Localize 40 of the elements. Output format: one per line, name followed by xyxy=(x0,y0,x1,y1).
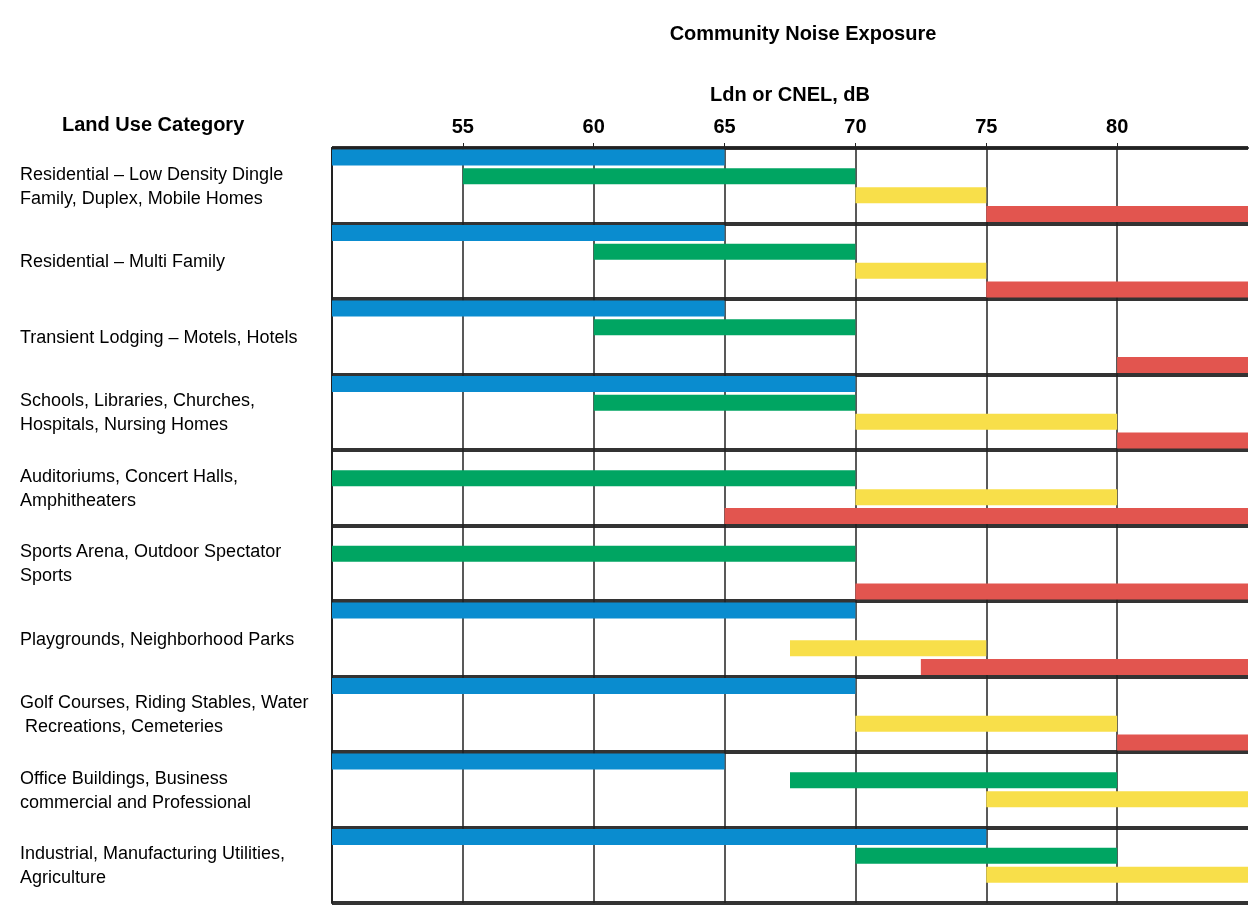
y-tick-label: Residential – Low Density Dingle Family, Duplex, Mobile Homes xyxy=(20,163,289,208)
bar xyxy=(1117,734,1248,751)
bar xyxy=(332,545,856,562)
y-axis-title: Land Use Category xyxy=(62,113,246,135)
bar xyxy=(986,281,1248,298)
x-tick-label: 55 xyxy=(451,115,474,137)
x-axis-title: Ldn or CNEL, dB xyxy=(710,83,870,105)
bar xyxy=(790,640,987,657)
bar xyxy=(855,413,1118,430)
y-tick-label: Schools, Libraries, Churches, Hospitals, Nursing Homes xyxy=(20,390,261,435)
bar xyxy=(790,772,1118,789)
x-tick-label: 80 xyxy=(1106,115,1129,137)
bar xyxy=(855,187,987,204)
bar xyxy=(462,168,856,185)
y-tick-label: Transient Lodging – Motels, Hotels xyxy=(20,326,298,347)
x-tick-label: 65 xyxy=(713,115,736,137)
x-tick-label: 70 xyxy=(844,115,867,137)
bar xyxy=(593,394,856,411)
bar xyxy=(332,470,856,487)
bar xyxy=(855,262,987,279)
y-tick-label: Playgrounds, Neighborhood Parks xyxy=(20,628,295,649)
y-tick-label: Industrial, Manufacturing Utilities, Agriculture xyxy=(20,843,291,888)
bar xyxy=(593,243,856,260)
bar xyxy=(1117,432,1248,449)
bar xyxy=(1117,357,1248,374)
chart-title: Community Noise Exposure xyxy=(669,22,937,44)
y-tick-label: Residential – Multi Family xyxy=(20,251,226,272)
bar xyxy=(855,489,1118,506)
x-tick-label: 75 xyxy=(975,115,998,137)
bar xyxy=(855,715,1118,732)
bar xyxy=(986,791,1248,808)
y-tick-label: Golf Courses, Riding Stables, Water Recreations, Cemeteries xyxy=(20,692,309,737)
y-tick-label: Auditoriums, Concert Halls, Amphitheaters xyxy=(20,465,244,510)
bar xyxy=(593,319,856,336)
bar xyxy=(855,847,1118,864)
bar xyxy=(986,866,1248,883)
y-tick-label: Sports Arena, Outdoor Spectator Sports xyxy=(20,541,287,586)
y-tick-label: Office Buildings, Business commercial and Professional xyxy=(20,767,252,812)
x-tick-label: 60 xyxy=(582,115,605,137)
bar xyxy=(986,206,1248,223)
